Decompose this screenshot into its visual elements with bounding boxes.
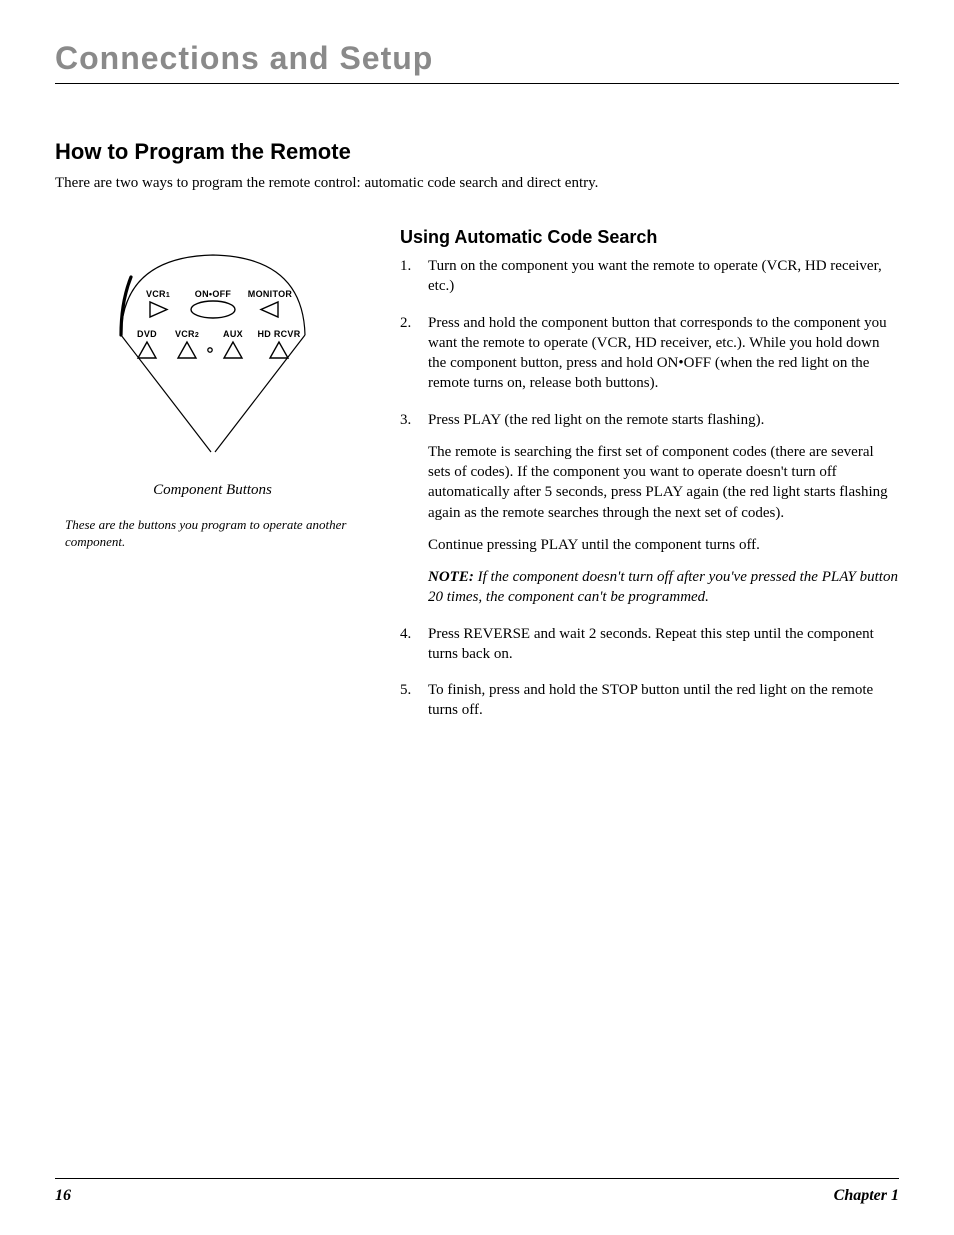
label-hdrcvr: HD RCVR [257,329,300,339]
label-monitor: MONITOR [247,289,292,299]
section-title: How to Program the Remote [55,139,899,165]
intro-text: There are two ways to program the remote… [55,175,899,192]
button-hdrcvr-icon [270,342,288,358]
step-1: Turn on the component you want the remot… [400,256,899,297]
button-aux-icon [224,342,242,358]
chapter-header: Connections and Setup [55,40,899,84]
indicator-dot-icon [207,348,211,352]
button-onoff-icon [191,301,235,318]
step-paragraph: The remote is searching the first set of… [428,442,899,523]
button-dvd-icon [138,342,156,358]
label-onoff: ON•OFF [194,289,231,299]
step-2: Press and hold the component button that… [400,313,899,394]
steps-list: Turn on the component you want the remot… [400,256,899,721]
note-label: NOTE: [428,569,474,585]
step-4: Press REVERSE and wait 2 seconds. Repeat… [400,624,899,665]
figure-column: VCR1 ON•OFF MONITOR DVD VCR2 AUX HD RCVR [55,227,370,737]
button-vcr2-icon [178,342,196,358]
step-5: To finish, press and hold the STOP butto… [400,680,899,721]
step-note: NOTE: If the component doesn't turn off … [428,567,899,608]
subsection-title: Using Automatic Code Search [400,227,899,248]
page-footer: 16 Chapter 1 [55,1178,899,1205]
label-vcr2: VCR2 [174,329,198,339]
button-monitor-icon [261,302,278,317]
step-text: To finish, press and hold the STOP butto… [428,682,873,718]
chapter-label: Chapter 1 [834,1187,899,1205]
step-text: Press and hold the component button that… [428,315,887,392]
note-text: If the component doesn't turn off after … [428,569,898,605]
remote-diagram: VCR1 ON•OFF MONITOR DVD VCR2 AUX HD RCVR [103,247,323,472]
page-number: 16 [55,1187,71,1205]
instructions-column: Using Automatic Code Search Turn on the … [400,227,899,737]
step-text: Turn on the component you want the remot… [428,258,882,294]
step-paragraph: Continue pressing PLAY until the compone… [428,535,899,555]
figure-caption: Component Buttons [153,482,272,499]
label-vcr1: VCR1 [145,289,169,299]
label-dvd: DVD [137,329,157,339]
figure-note: These are the buttons you program to ope… [55,517,370,551]
step-3: Press PLAY (the red light on the remote … [400,410,899,608]
step-text: Press PLAY (the red light on the remote … [428,412,764,428]
button-vcr1-icon [150,302,167,317]
step-text: Press REVERSE and wait 2 seconds. Repeat… [428,626,874,662]
label-aux: AUX [223,329,243,339]
